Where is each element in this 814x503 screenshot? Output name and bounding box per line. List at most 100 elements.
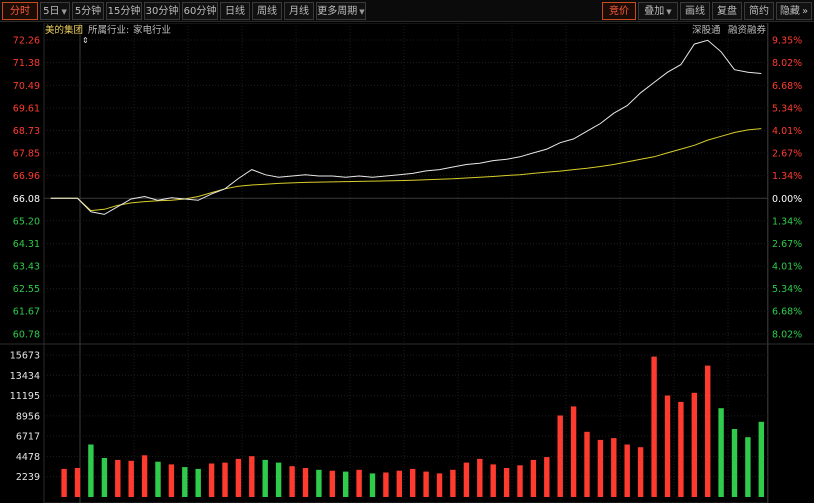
volume-bar [61, 468, 67, 497]
period-tab-9[interactable]: 更多周期 ▼ [316, 2, 366, 20]
volume-bar [262, 459, 268, 497]
cursor-marker: ⇕ [82, 36, 89, 45]
tool-button-0[interactable]: 竞价 [602, 2, 636, 20]
price-axis: 72.26 71.38 70.49 69.61 68.73 67.85 66.96 66.08… [13, 36, 40, 341]
percent-tick-label: 8.02% [772, 58, 802, 69]
volume-bar [74, 468, 81, 497]
percent-tick-label: 8.02% [772, 330, 802, 341]
period-tab-3[interactable]: 15分钟 [106, 2, 142, 20]
volume-bar [503, 468, 510, 497]
volume-bar [570, 406, 577, 497]
price-tick-label: 66.96 [13, 171, 40, 182]
price-tick-label: 68.73 [13, 126, 40, 137]
price-tick-label: 66.08 [13, 194, 40, 205]
intraday-chart: 美的集团 所属行业: 家电行业 深股通 融资融券 72.26 71.38 70.49… [0, 23, 814, 503]
volume-bar [208, 463, 215, 497]
price-tick-label: 65.20 [13, 216, 40, 227]
volume-bar [195, 468, 201, 497]
tool-button-5[interactable]: 隐藏» [776, 2, 812, 20]
period-tab-7[interactable]: 周线 [252, 2, 282, 20]
period-tab-2[interactable]: 5分钟 [72, 2, 104, 20]
tool-button-label: 叠加 [644, 6, 665, 17]
price-tick-label: 71.38 [13, 58, 40, 69]
volume-tick-label: 13434 [10, 371, 40, 382]
tool-button-label: 复盘 [717, 6, 737, 17]
volume-bar [597, 439, 604, 497]
percent-tick-label: 5.34% [772, 284, 802, 295]
tool-button-label: 竞价 [609, 6, 629, 17]
volume-bar [664, 395, 671, 497]
volume-bar [678, 401, 684, 497]
volume-bar [128, 460, 134, 497]
average-price-line [50, 128, 762, 212]
tool-button-1[interactable]: 叠加 ▼ [638, 2, 678, 20]
volume-bar [316, 469, 322, 497]
period-tab-1[interactable]: 5日 ▼ [40, 2, 70, 20]
price-tick-label: 62.55 [13, 284, 40, 295]
period-tab-5[interactable]: 60分钟 [182, 2, 218, 20]
price-tick-label: 69.61 [13, 103, 40, 114]
volume-bar [275, 462, 282, 497]
volume-bar [718, 408, 724, 497]
chevron-down-icon: ▼ [61, 8, 67, 16]
percent-axis: 9.35% 8.02% 6.68% 5.34% 4.01% 2.67% 1.34% 0.00%… [772, 36, 802, 341]
price-tick-label: 70.49 [13, 81, 40, 92]
volume-bar [396, 470, 402, 497]
volume-bar [356, 469, 362, 497]
tag-margin-trading[interactable]: 融资融券 [728, 24, 767, 36]
period-tab-label: 15分钟 [107, 6, 141, 17]
stock-name[interactable]: 美的集团 [45, 24, 83, 36]
chevron-down-icon: ▼ [666, 8, 672, 16]
volume-bar [705, 365, 711, 497]
price-tick-label: 60.78 [13, 330, 40, 341]
double-chevron-right-icon: » [801, 6, 809, 17]
period-tab-label: 60分钟 [183, 6, 217, 17]
volume-bar [624, 444, 630, 497]
volume-bar [235, 458, 242, 497]
tool-button-3[interactable]: 复盘 [712, 2, 742, 20]
percent-tick-label: 0.00% [772, 194, 802, 205]
percent-tick-label: 2.67% [772, 239, 802, 250]
volume-bar [182, 467, 188, 497]
period-tab-4[interactable]: 30分钟 [144, 2, 180, 20]
period-tab-label: 5分钟 [74, 6, 102, 17]
volume-bar [383, 472, 389, 497]
percent-tick-label: 1.34% [772, 216, 802, 227]
volume-bar [249, 456, 255, 497]
period-tab-label: 30分钟 [145, 6, 179, 17]
tool-button-2[interactable]: 画线 [680, 2, 710, 20]
volume-bar [329, 470, 335, 497]
chevron-down-icon: ▼ [359, 8, 365, 16]
percent-tick-label: 5.34% [772, 103, 802, 114]
volume-bar [302, 468, 309, 497]
volume-bar [557, 415, 563, 497]
volume-bar [289, 466, 295, 497]
volume-bar [691, 392, 697, 497]
percent-tick-label: 9.35% [772, 36, 802, 47]
tool-button-label: 隐藏 [779, 6, 800, 17]
volume-tick-label: 8956 [16, 411, 40, 422]
volume-bar [530, 459, 537, 497]
volume-bar [651, 356, 657, 497]
tag-shenzhen-connect[interactable]: 深股通 [692, 25, 721, 36]
period-tab-6[interactable]: 日线 [220, 2, 250, 20]
period-tab-0[interactable]: 分时 [2, 2, 38, 20]
grid [0, 23, 814, 503]
tool-button-4[interactable]: 简约 [744, 2, 774, 20]
plot-frame [43, 23, 769, 503]
period-tab-8[interactable]: 月线 [284, 2, 314, 20]
price-line [50, 39, 762, 215]
period-tab-label: 日线 [225, 6, 245, 17]
price-tick-label: 67.85 [13, 148, 40, 159]
volume-axis: 15673 13434 11195 8956 6717 4478 2239 [10, 351, 40, 484]
industry-name[interactable]: 家电行业 [133, 24, 171, 36]
period-tab-label: 5日 [43, 6, 60, 17]
percent-tick-label: 6.68% [772, 307, 802, 318]
volume-bar [745, 437, 751, 497]
percent-tick-label: 4.01% [772, 262, 802, 273]
volume-bar [436, 473, 443, 497]
percent-tick-label: 4.01% [772, 126, 802, 137]
volume-bar [611, 438, 617, 497]
volume-bars [61, 356, 764, 497]
volume-tick-label: 6717 [16, 432, 40, 443]
